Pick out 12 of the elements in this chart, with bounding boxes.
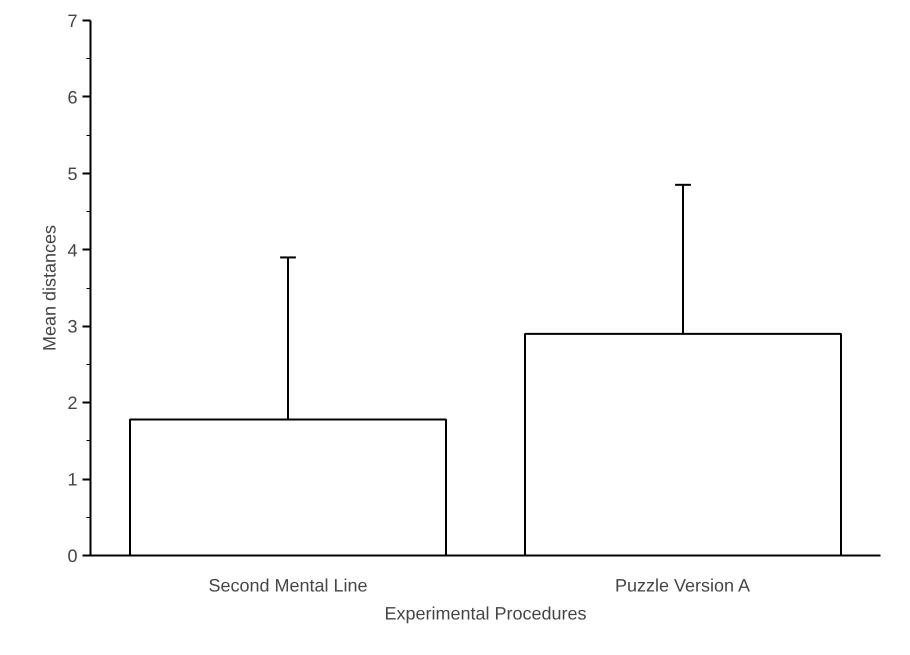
x-axis-title: Experimental Procedures bbox=[384, 604, 587, 624]
y-axis-title: Mean distances bbox=[39, 224, 60, 352]
y-tick-label: 5 bbox=[67, 164, 78, 184]
y-tick-label: 6 bbox=[67, 87, 78, 108]
y-tick-label: 1 bbox=[67, 470, 78, 490]
y-tick-label: 2 bbox=[67, 393, 78, 414]
y-tick-label: 7 bbox=[67, 11, 78, 31]
y-tick-label: 0 bbox=[67, 546, 78, 566]
y-tick-label: 4 bbox=[67, 240, 78, 260]
x-tick-label: Second Mental Line bbox=[208, 576, 368, 596]
y-tick-label: 3 bbox=[67, 316, 78, 337]
x-tick-label: Puzzle Version A bbox=[614, 576, 750, 596]
